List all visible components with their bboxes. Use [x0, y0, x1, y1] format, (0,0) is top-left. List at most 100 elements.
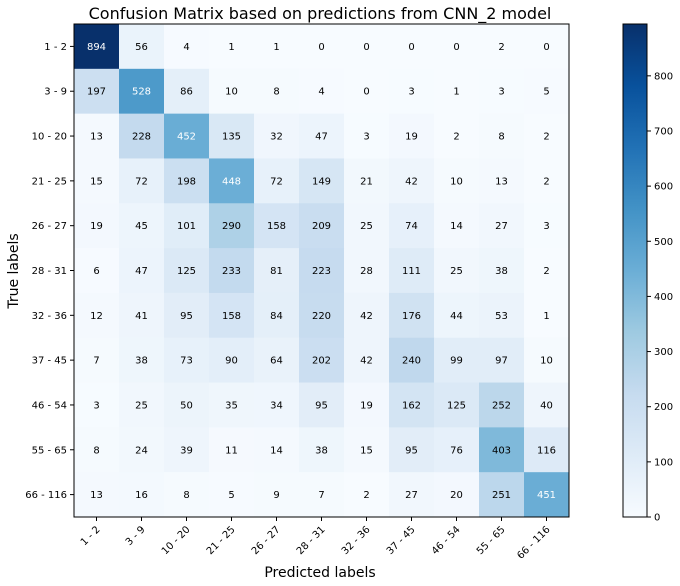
- cell-value-label: 3: [408, 87, 414, 98]
- cell-value-label: 10: [225, 87, 238, 98]
- cell-value-label: 452: [177, 132, 196, 143]
- heatmap-cell: [344, 292, 390, 339]
- heatmap-cell: [119, 382, 165, 428]
- colorbar-tick-label: 800: [654, 71, 673, 82]
- heatmap-cell: [119, 292, 165, 339]
- heatmap-cell: [254, 68, 300, 115]
- colorbar: [622, 23, 648, 518]
- heatmap-cell: [524, 427, 570, 473]
- cell-value-label: 251: [492, 490, 511, 501]
- heatmap-cell: [164, 24, 210, 70]
- cell-value-label: 1: [543, 311, 549, 322]
- heatmap-cell: [119, 248, 165, 294]
- cell-value-label: 13: [90, 132, 103, 143]
- cell-value-label: 3: [93, 400, 99, 411]
- heatmap-cell: [164, 203, 210, 249]
- heatmap-cell: [299, 427, 345, 473]
- heatmap-cell: [209, 203, 255, 249]
- heatmap-cell: [434, 382, 480, 428]
- cell-value-label: 73: [180, 356, 193, 367]
- heatmap-cell: [74, 24, 120, 70]
- x-tick-label: 37 - 45: [385, 524, 418, 557]
- heatmap-cell: [74, 113, 120, 159]
- cell-value-label: 25: [450, 266, 463, 277]
- heatmap-cell: [74, 248, 120, 294]
- heatmap-cell: [479, 24, 525, 70]
- heatmap-cell: [299, 203, 345, 249]
- cell-value-label: 41: [135, 311, 148, 322]
- heatmap-cell: [74, 427, 120, 473]
- heatmap-cell: [254, 472, 300, 518]
- cell-value-label: 158: [267, 221, 286, 232]
- heatmap-cell: [119, 158, 165, 204]
- cell-value-label: 116: [537, 445, 556, 456]
- heatmap-cell: [164, 337, 210, 383]
- cell-value-label: 2: [498, 42, 504, 53]
- cell-value-label: 198: [177, 176, 196, 187]
- heatmap-cell: [299, 158, 345, 204]
- x-tick-label: 1 - 2: [79, 524, 103, 548]
- heatmap-cell: [164, 382, 210, 428]
- cell-value-label: 44: [450, 311, 463, 322]
- cell-value-label: 90: [225, 356, 238, 367]
- x-tick-label: 46 - 54: [430, 524, 463, 557]
- cell-value-label: 894: [87, 42, 106, 53]
- cell-value-label: 19: [90, 221, 103, 232]
- heatmap-cell: [389, 68, 435, 115]
- cell-value-label: 202: [312, 356, 331, 367]
- cell-value-label: 209: [312, 221, 331, 232]
- heatmap-cell: [479, 382, 525, 428]
- cell-value-label: 45: [135, 221, 148, 232]
- cell-value-label: 252: [492, 400, 511, 411]
- heatmap-cell: [209, 337, 255, 383]
- cell-value-label: 10: [540, 356, 553, 367]
- heatmap-cell: [434, 337, 480, 383]
- heatmap-cell: [164, 68, 210, 115]
- heatmap-cell: [524, 472, 570, 518]
- cell-value-label: 99: [450, 356, 463, 367]
- cell-value-label: 53: [495, 311, 508, 322]
- y-axis-label: True labels: [6, 233, 22, 309]
- cell-value-label: 2: [543, 176, 549, 187]
- heatmap-cell: [164, 248, 210, 294]
- y-tick-label: 55 - 65: [32, 445, 67, 456]
- x-tick-label: 66 - 116: [515, 524, 552, 561]
- cell-value-label: 451: [537, 490, 556, 501]
- chart-title: Confusion Matrix based on predictions fr…: [89, 4, 552, 24]
- y-tick-label: 37 - 45: [32, 356, 67, 367]
- heatmap-cell: [119, 68, 165, 115]
- cell-value-label: 290: [222, 221, 241, 232]
- cell-value-label: 125: [447, 400, 466, 411]
- cell-value-label: 64: [270, 356, 283, 367]
- x-tick-label: 55 - 65: [475, 524, 508, 557]
- heatmap-cells: [74, 24, 570, 518]
- cell-value-label: 7: [93, 356, 99, 367]
- cell-value-label: 528: [132, 87, 151, 98]
- x-tick-label: 32 - 36: [340, 524, 373, 557]
- cell-value-label: 39: [180, 445, 193, 456]
- heatmap-cell: [389, 24, 435, 70]
- heatmap-cell: [209, 292, 255, 339]
- x-tick-label: 10 - 20: [160, 524, 193, 557]
- heatmap-cell: [434, 292, 480, 339]
- heatmap-cell: [344, 203, 390, 249]
- heatmap-cell: [524, 337, 570, 383]
- heatmap-cell: [299, 472, 345, 518]
- cell-value-label: 176: [402, 311, 421, 322]
- cell-value-label: 0: [363, 87, 369, 98]
- cell-value-label: 81: [270, 266, 283, 277]
- cell-value-label: 1: [228, 42, 234, 53]
- cell-value-label: 3: [498, 87, 504, 98]
- heatmap-cell: [74, 382, 120, 428]
- cell-value-label: 76: [450, 445, 463, 456]
- heatmap-cell: [479, 337, 525, 383]
- heatmap-cell: [434, 158, 480, 204]
- cell-value-label: 16: [135, 490, 148, 501]
- x-axis-ticks: 1 - 2 3 - 9 10 - 20 21 - 25 26 - 27 28 - 31 32…: [79, 517, 553, 562]
- heatmap-cell: [389, 113, 435, 159]
- heatmap-cell: [299, 292, 345, 339]
- heatmap-cell: [389, 382, 435, 428]
- cell-value-label: 111: [402, 266, 421, 277]
- heatmap-cell: [434, 113, 480, 159]
- cell-value-label: 9: [273, 490, 279, 501]
